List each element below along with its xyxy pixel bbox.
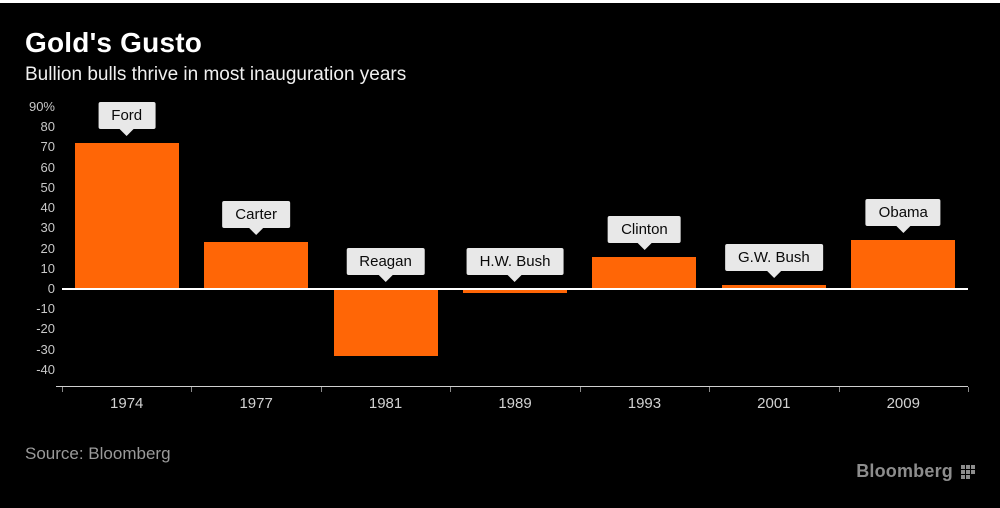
x-axis-label: 1989 (498, 395, 532, 412)
y-axis-tick-label: -40 (36, 361, 55, 377)
x-axis-tick (450, 387, 452, 392)
y-axis-tick-label: 0 (47, 280, 55, 296)
bar-callout-label: Carter (222, 201, 290, 236)
x-axis-label: 1977 (239, 395, 273, 412)
bar-1977 (204, 242, 309, 289)
x-axis-tick (968, 387, 969, 392)
source-line: Source: Bloomberg (25, 444, 171, 463)
bar-callout-label: G.W. Bush (724, 243, 823, 278)
x-axis-tick (709, 387, 711, 392)
x-axis-label: 2001 (757, 395, 791, 412)
y-axis-tick-label: 20 (40, 240, 55, 256)
x-axis-label: 2009 (886, 395, 920, 412)
x-axis-tick (62, 387, 63, 392)
x-axis-label: 1993 (627, 395, 662, 412)
page-title: Gold's Gusto (25, 27, 203, 58)
bar-1974 (74, 143, 179, 289)
y-axis-tick-label: 90% (28, 99, 55, 115)
y-axis-tick-label: 70 (40, 139, 55, 155)
zero-line (62, 287, 968, 290)
y-axis-tick-label: -30 (36, 341, 55, 357)
page-subtitle: Bullion bulls thrive in most inauguratio… (25, 64, 407, 85)
x-axis-tick (838, 387, 840, 392)
x-axis-line (56, 386, 968, 387)
y-axis-tick-label: -10 (36, 301, 55, 317)
y-axis-tick-label: 10 (40, 260, 55, 276)
bloomberg-logo-icon (960, 464, 976, 480)
bar-callout-label: H.W. Bush (466, 247, 564, 282)
y-axis-tick-label: 80 (40, 119, 55, 135)
bar-1989 (463, 288, 567, 293)
bar-callout-label: Reagan (346, 247, 425, 282)
x-axis-label: 1974 (110, 395, 144, 412)
bar-callout-label: Clinton (608, 215, 681, 250)
y-axis-tick-label: 60 (40, 159, 55, 175)
bar-2001 (721, 284, 826, 289)
y-axis-tick-label: 30 (40, 220, 55, 236)
x-axis-label: 1981 (368, 395, 403, 412)
x-axis-tick (320, 387, 322, 392)
y-axis-tick-label: 40 (40, 200, 55, 216)
bar-chart: 90% 80 70 60 50 40 30 20 10 0 -10 -20 -30 -40 1974 Ford… (0, 3, 1000, 508)
y-axis-tick-label: 50 (40, 179, 55, 195)
bar-2009 (851, 240, 956, 289)
y-axis-tick-label: -20 (36, 321, 55, 337)
bar-callout-label: Ford (98, 102, 156, 137)
x-axis-tick (579, 387, 581, 392)
bar-callout-label: Obama (865, 199, 941, 234)
x-axis-tick (191, 387, 193, 392)
bloomberg-wordmark: Bloomberg (856, 461, 953, 481)
bar-1981 (333, 288, 438, 356)
bar-1993 (592, 256, 697, 289)
bloomberg-brand: Bloomberg (856, 461, 976, 482)
